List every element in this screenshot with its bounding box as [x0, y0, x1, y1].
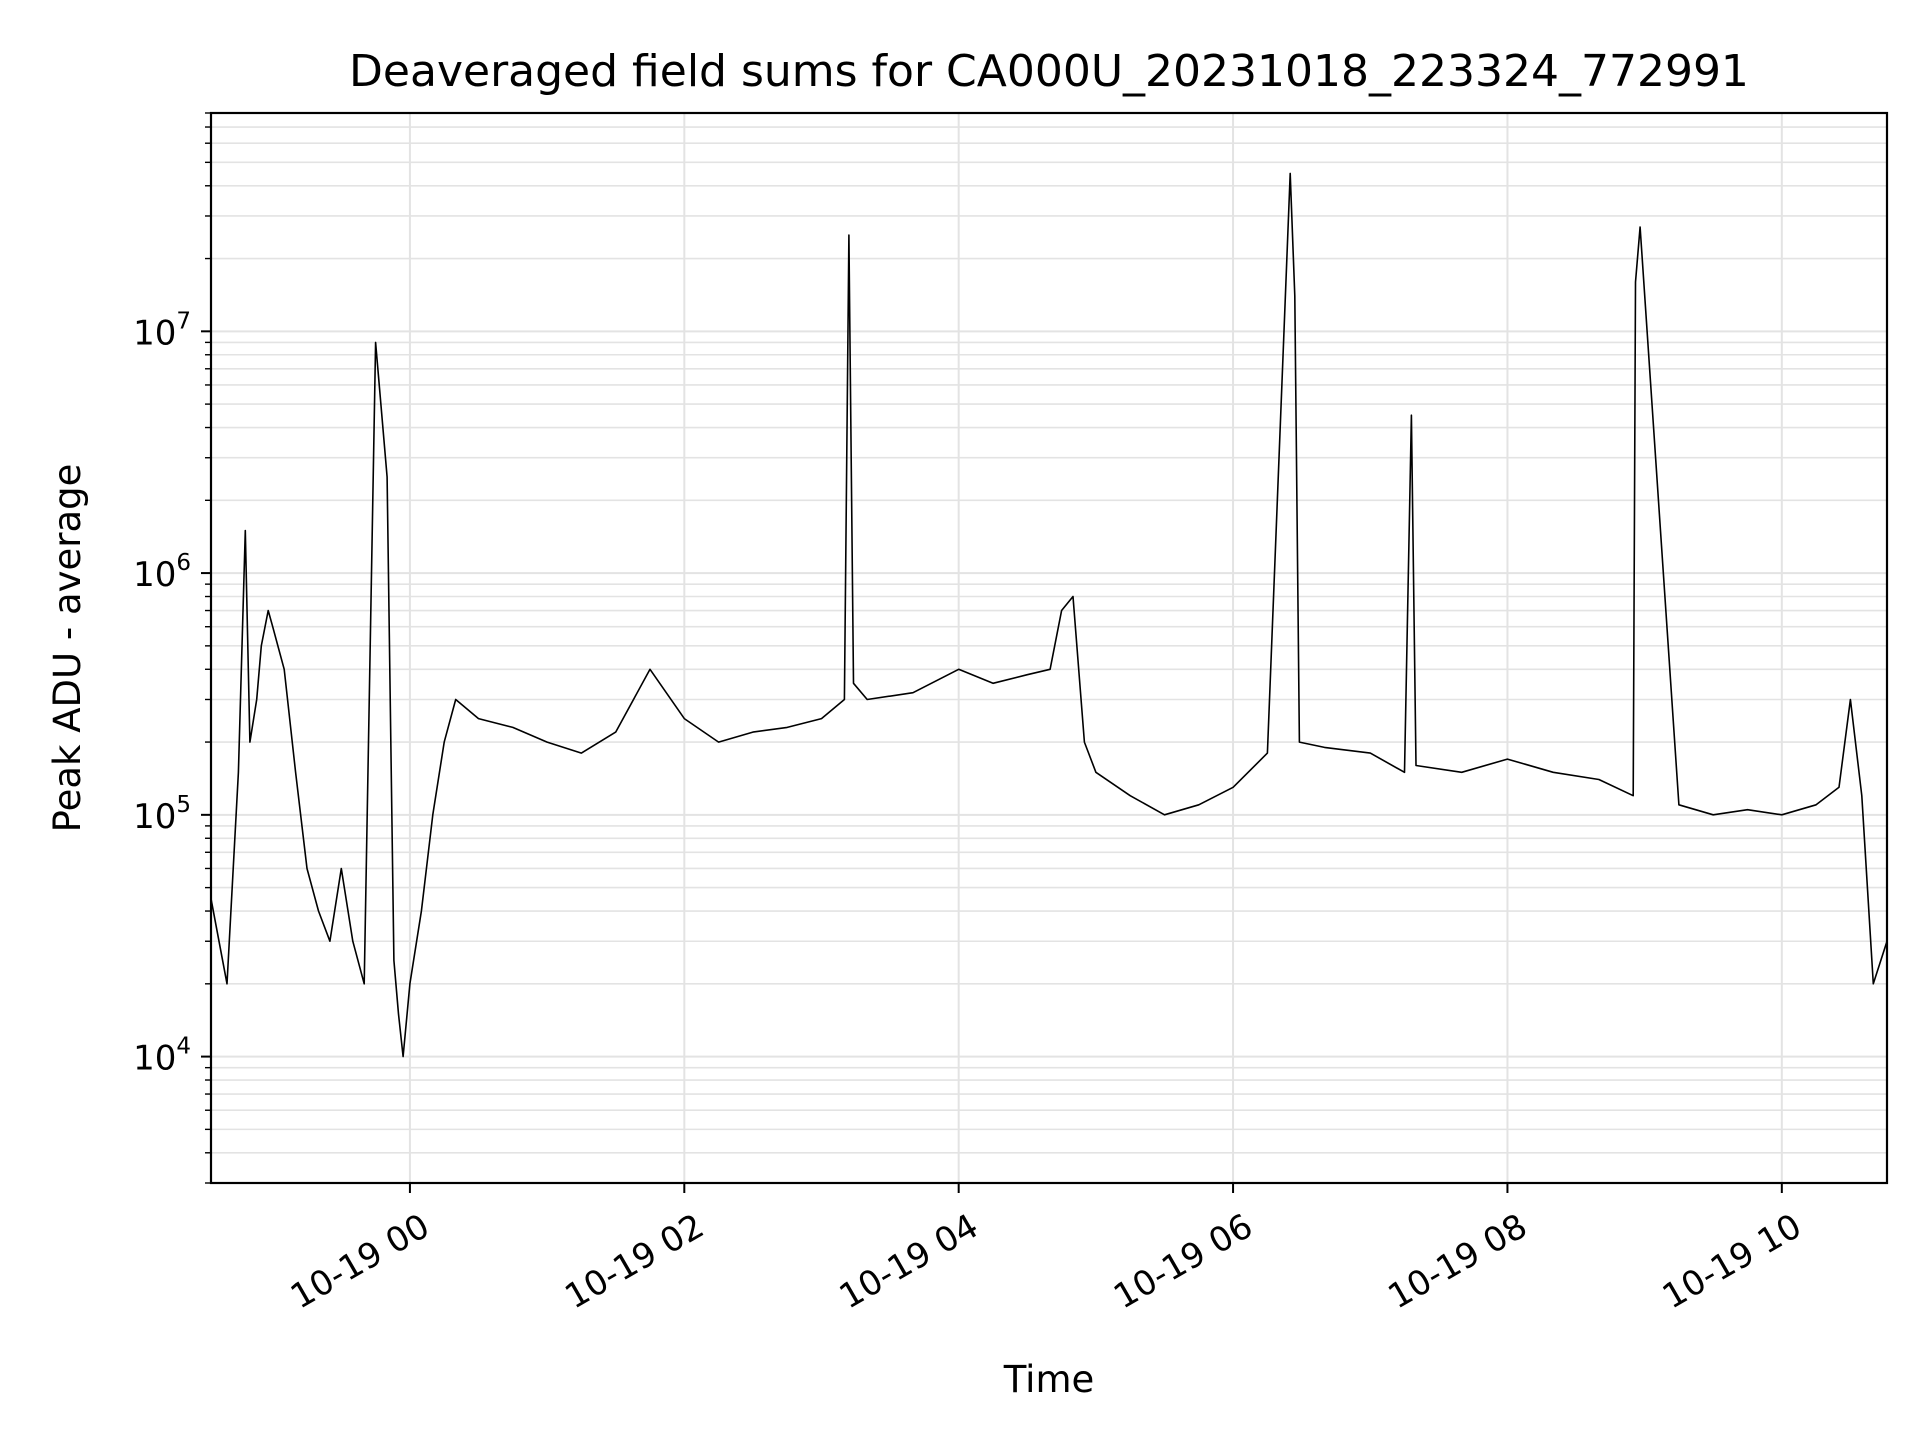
- y-tick-label-exponent: 4: [176, 1034, 191, 1060]
- y-axis-label: Peak ADU - average: [46, 464, 89, 833]
- x-tick-label: 10-19 04: [833, 1206, 985, 1317]
- y-tick-label-exponent: 5: [176, 792, 191, 818]
- x-tick-label: 10-19 00: [284, 1206, 436, 1317]
- grid-layer: [211, 112, 1887, 1184]
- y-tick-label-base: 10: [133, 1039, 176, 1079]
- x-tick-label: 10-19 08: [1382, 1206, 1534, 1317]
- chart-title: Deaveraged field sums for CA000U_2023101…: [349, 46, 1749, 97]
- x-axis-label: Time: [1003, 1358, 1095, 1401]
- y-tick-label: 104: [133, 1034, 191, 1079]
- series-line: [210, 172, 1888, 1058]
- x-tick-label: 10-19 10: [1656, 1206, 1808, 1317]
- y-tick-label-exponent: 6: [176, 550, 191, 576]
- x-tick-label: 10-19 02: [558, 1206, 710, 1317]
- y-tick-label-exponent: 7: [176, 308, 191, 334]
- x-tick-label: 10-19 06: [1107, 1206, 1259, 1317]
- y-tick-label-base: 10: [133, 555, 176, 595]
- y-tick-label: 107: [133, 308, 191, 353]
- y-tick-label-base: 10: [133, 797, 176, 837]
- y-tick-label: 106: [133, 550, 191, 595]
- y-tick-label-base: 10: [133, 313, 176, 353]
- y-tick-label: 105: [133, 792, 191, 837]
- plot-frame: [209, 111, 1889, 1185]
